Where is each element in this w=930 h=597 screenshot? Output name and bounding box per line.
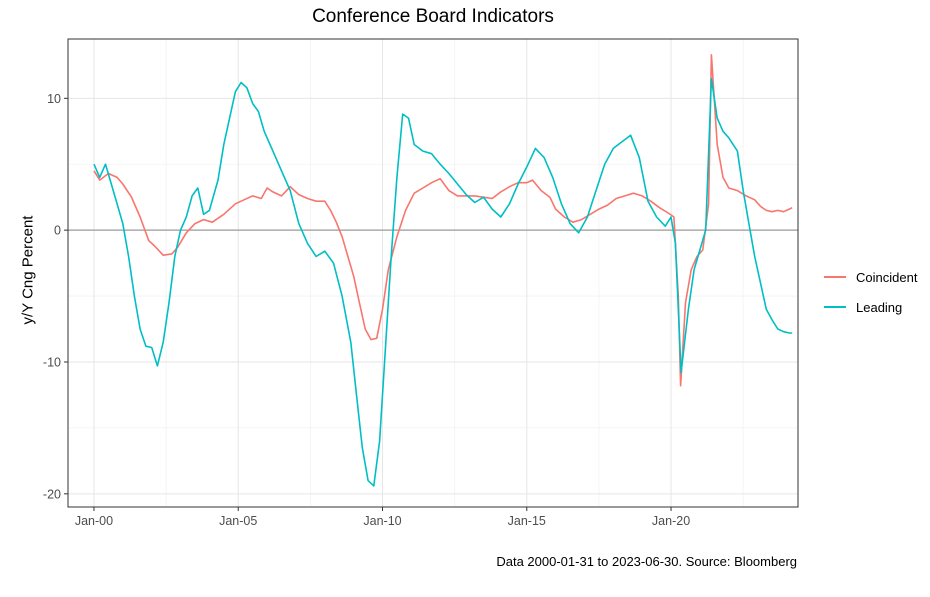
x-tick-label: Jan-00 (75, 514, 113, 528)
series-line-leading (93, 77, 793, 487)
y-tick-label: -10 (43, 355, 61, 369)
legend-swatch-leading (824, 306, 846, 308)
x-tick-label: Jan-05 (219, 514, 257, 528)
y-tick-label: -20 (43, 487, 61, 501)
chart-caption: Data 2000-01-31 to 2023-06-30. Source: B… (496, 554, 797, 569)
legend-item-leading: Leading (824, 292, 917, 322)
plot-panel-border (67, 38, 799, 508)
y-tick-label: 10 (47, 92, 61, 106)
legend-item-coincident: Coincident (824, 262, 917, 292)
x-tick-label: Jan-10 (363, 514, 401, 528)
chart-legend: Coincident Leading (824, 262, 917, 322)
y-tick-label: 0 (54, 224, 61, 238)
x-tick-label: Jan-15 (508, 514, 546, 528)
chart-title: Conference Board Indicators (312, 6, 554, 27)
series-line-coincident (93, 54, 793, 387)
legend-label-coincident: Coincident (856, 269, 918, 285)
x-tick-label: Jan-20 (652, 514, 690, 528)
legend-swatch-coincident (824, 276, 846, 278)
legend-label-leading: Leading (856, 299, 903, 315)
